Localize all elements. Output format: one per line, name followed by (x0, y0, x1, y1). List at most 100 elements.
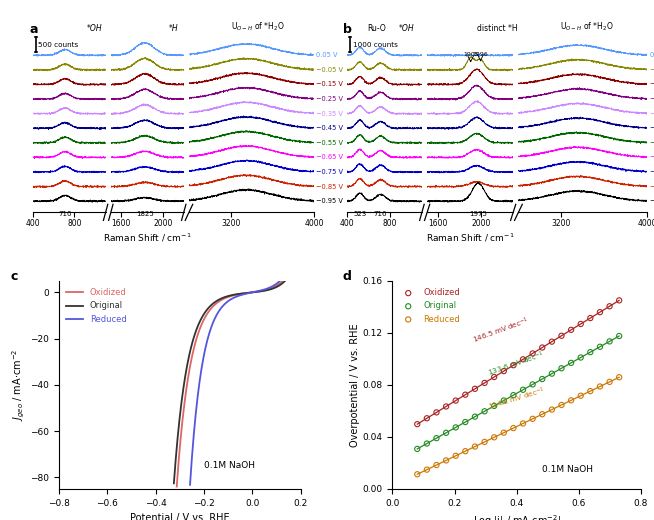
Text: *OH: *OH (87, 24, 103, 33)
Text: 500 counts: 500 counts (39, 42, 78, 47)
Original (292, 259, 300, 265)
Point (566, 396, 576, 405)
Point (614, 332, 625, 340)
Oxidized (209, 304, 216, 310)
Y-axis label: $J_{geo}$ / mA$\cdot$cm$^{-2}$: $J_{geo}$ / mA$\cdot$cm$^{-2}$ (11, 348, 27, 421)
Text: 146.5 mV dec$^{-1}$: 146.5 mV dec$^{-1}$ (472, 315, 531, 346)
Point (527, 414, 538, 423)
Point (547, 370, 557, 378)
Point (441, 402, 451, 411)
Point (460, 418, 471, 426)
Text: 1975: 1975 (470, 211, 487, 216)
X-axis label: Log |j| / mA cm$^{-2}$|: Log |j| / mA cm$^{-2}$| (473, 513, 560, 520)
Oxidized (173, 484, 181, 490)
Original (208, 302, 216, 308)
Line: Reduced: Reduced (190, 250, 296, 485)
Point (479, 379, 490, 387)
Reduced (289, 256, 297, 262)
Reduced (292, 247, 300, 253)
Point (527, 380, 538, 388)
Text: −0.55 V: −0.55 V (649, 140, 654, 146)
Text: 1000 counts: 1000 counts (353, 42, 398, 47)
Text: *OH: *OH (399, 24, 415, 33)
Point (489, 433, 500, 441)
Point (537, 410, 547, 419)
Text: −0.65 V: −0.65 V (316, 154, 343, 160)
Point (594, 343, 605, 351)
Text: −0.35 V: −0.35 V (649, 111, 654, 116)
Oxidized (249, 289, 256, 295)
Text: 0.1M NaOH: 0.1M NaOH (542, 465, 593, 474)
Point (498, 428, 509, 437)
Reduced (196, 379, 203, 385)
Text: −0.25 V: −0.25 V (649, 96, 654, 102)
Text: 133.6 mV dec$^{-1}$: 133.6 mV dec$^{-1}$ (487, 349, 547, 380)
Point (594, 308, 605, 316)
Point (614, 373, 625, 381)
Point (557, 364, 567, 372)
Point (479, 438, 490, 446)
Text: 0.05 V: 0.05 V (649, 52, 654, 58)
Point (585, 314, 596, 322)
Point (470, 385, 480, 393)
Oxidized (292, 251, 300, 257)
Reduced (243, 291, 250, 297)
Y-axis label: Overpotential / V vs. RHE: Overpotential / V vs. RHE (350, 323, 360, 447)
X-axis label: Raman Shift / cm$^{-1}$: Raman Shift / cm$^{-1}$ (426, 232, 515, 244)
Text: 523: 523 (353, 211, 366, 216)
Point (431, 461, 441, 469)
Point (470, 412, 480, 421)
Point (508, 424, 519, 432)
Point (460, 391, 471, 399)
Point (422, 414, 432, 422)
Point (585, 348, 596, 356)
Oxidized (256, 288, 264, 294)
Text: −0.75 V: −0.75 V (316, 169, 343, 175)
Point (566, 359, 576, 367)
Point (576, 320, 586, 328)
Point (451, 423, 461, 432)
Line: Original: Original (174, 262, 296, 483)
Text: −0.65 V: −0.65 V (649, 154, 654, 160)
Point (489, 373, 500, 381)
Point (422, 439, 432, 448)
Point (527, 349, 538, 358)
Point (585, 387, 596, 395)
Text: *H: *H (169, 24, 178, 33)
Point (441, 456, 451, 464)
Text: −0.55 V: −0.55 V (316, 140, 343, 146)
Text: −0.85 V: −0.85 V (649, 184, 654, 190)
Text: −0.45 V: −0.45 V (316, 125, 343, 131)
Text: U$_{O-H}$ of *H$_2$O: U$_{O-H}$ of *H$_2$O (560, 20, 614, 33)
Reduced (186, 482, 194, 488)
Original (170, 480, 178, 486)
Point (412, 445, 422, 453)
Text: −0.95 V: −0.95 V (316, 198, 343, 204)
Reduced (209, 319, 217, 325)
Point (576, 354, 586, 362)
Text: −0.05 V: −0.05 V (649, 67, 654, 73)
Text: 710: 710 (58, 211, 72, 216)
Point (489, 402, 500, 410)
Point (431, 434, 441, 443)
Line: Oxidized: Oxidized (177, 254, 296, 487)
Point (412, 470, 422, 478)
Original (218, 295, 226, 301)
Point (422, 465, 432, 474)
Point (604, 378, 615, 386)
Text: 1996: 1996 (473, 52, 489, 57)
Text: 1825: 1825 (136, 211, 154, 216)
Text: 1905: 1905 (463, 52, 479, 57)
Text: 114.8 mV dec$^{-1}$: 114.8 mV dec$^{-1}$ (487, 385, 547, 413)
Point (508, 391, 519, 399)
Point (604, 302, 615, 310)
Point (537, 375, 547, 383)
Reduced (194, 389, 202, 396)
Point (508, 361, 519, 369)
Text: d: d (343, 270, 352, 283)
Text: −0.25 V: −0.25 V (316, 96, 343, 102)
Oxidized (289, 259, 297, 266)
Point (518, 419, 528, 427)
Point (594, 382, 605, 391)
Original (275, 282, 283, 289)
